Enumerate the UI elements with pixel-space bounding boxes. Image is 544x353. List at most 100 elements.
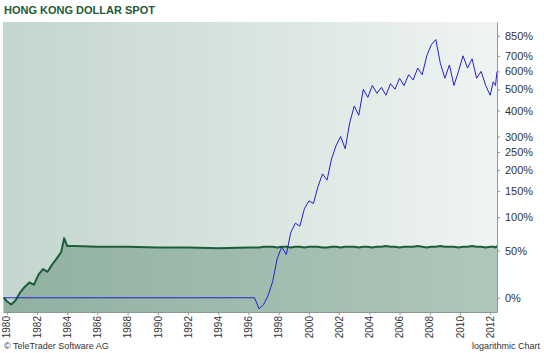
tick-label: 1998 bbox=[273, 316, 284, 339]
tick-mark bbox=[37, 312, 38, 315]
axis-line bbox=[4, 312, 498, 313]
x-axis: 1980 1982 1984 1986 1988 1990 1992 1994 1996 1998… bbox=[1, 312, 497, 338]
tick: 2010 bbox=[455, 312, 466, 338]
tick-label: 2006 bbox=[394, 316, 405, 339]
tick-mark bbox=[158, 312, 159, 315]
tick-label: 1986 bbox=[92, 316, 103, 339]
chart: 0% 50% 100% 150% 200% 250% 300% 400% 500% 600% 700… bbox=[0, 0, 544, 353]
tick-mark bbox=[497, 152, 500, 153]
tick-label: 850% bbox=[505, 30, 533, 42]
tick-label: 50% bbox=[505, 245, 527, 257]
tick: 300% bbox=[497, 131, 533, 143]
tick-label: 1982 bbox=[32, 316, 43, 339]
tick-mark bbox=[400, 312, 401, 315]
annotation: © TeleTrader Software AG bbox=[4, 341, 109, 351]
tick-mark bbox=[497, 191, 500, 192]
tick: 1986 bbox=[92, 312, 103, 338]
tick-mark bbox=[279, 312, 280, 315]
tick-mark bbox=[97, 312, 98, 315]
tick-mark bbox=[309, 312, 310, 315]
tick-mark bbox=[218, 312, 219, 315]
tick-mark bbox=[490, 312, 491, 315]
tick-mark bbox=[497, 111, 500, 112]
plot-area bbox=[4, 40, 497, 312]
tick: 1992 bbox=[183, 312, 194, 338]
tick-mark bbox=[369, 312, 370, 315]
tick-label: 2004 bbox=[364, 316, 375, 339]
line bbox=[4, 238, 497, 304]
tick-mark bbox=[497, 170, 500, 171]
tick-label: 1980 bbox=[1, 316, 12, 339]
tick-mark bbox=[497, 217, 500, 218]
tick-label: 1990 bbox=[153, 316, 164, 339]
tick: 150% bbox=[497, 185, 533, 197]
tick: 2000 bbox=[304, 312, 315, 338]
tick-label: 500% bbox=[505, 83, 533, 95]
tick-label: 1996 bbox=[243, 316, 254, 339]
tick: 2004 bbox=[364, 312, 375, 338]
tick-label: 2008 bbox=[424, 316, 435, 339]
tick: 1994 bbox=[213, 312, 224, 338]
tick-label: 2010 bbox=[455, 316, 466, 339]
area bbox=[4, 238, 497, 312]
tick-mark bbox=[497, 56, 500, 57]
tick-label: 1992 bbox=[183, 316, 194, 339]
line bbox=[4, 40, 497, 309]
tick: 400% bbox=[497, 105, 533, 117]
tick-label: 2002 bbox=[334, 316, 345, 339]
tick: 850% bbox=[497, 30, 533, 42]
tick-mark bbox=[497, 89, 500, 90]
tick-label: 1994 bbox=[213, 316, 224, 339]
tick-label: 150% bbox=[505, 185, 533, 197]
tick-label: 250% bbox=[505, 146, 533, 158]
tick: 250% bbox=[497, 146, 533, 158]
tick-label: 1988 bbox=[122, 316, 133, 339]
tick: 0% bbox=[497, 292, 521, 304]
tick-mark bbox=[497, 36, 500, 37]
tick: 1984 bbox=[62, 312, 73, 338]
tick-mark bbox=[497, 136, 500, 137]
tick-mark bbox=[497, 251, 500, 252]
y-axis: 0% 50% 100% 150% 200% 250% 300% 400% 500% 600% 700… bbox=[497, 23, 533, 313]
tick-label: 2000 bbox=[304, 316, 315, 339]
tick: 1988 bbox=[122, 312, 133, 338]
tick: 50% bbox=[497, 245, 527, 257]
tick-label: 600% bbox=[505, 65, 533, 77]
tick-mark bbox=[67, 312, 68, 315]
tick-mark bbox=[248, 312, 249, 315]
tick: 2012 bbox=[485, 312, 496, 338]
annotation: logarithmic Chart bbox=[472, 341, 541, 351]
tick-mark bbox=[430, 312, 431, 315]
tick: 2008 bbox=[424, 312, 435, 338]
tick: 600% bbox=[497, 65, 533, 77]
tick-label: 400% bbox=[505, 105, 533, 117]
tick: 700% bbox=[497, 50, 533, 62]
tick: 2002 bbox=[334, 312, 345, 338]
tick: 2006 bbox=[394, 312, 405, 338]
tick-label: 700% bbox=[505, 50, 533, 62]
tick: 1998 bbox=[273, 312, 284, 338]
tick: 1982 bbox=[32, 312, 43, 338]
tick-mark bbox=[188, 312, 189, 315]
tick: 500% bbox=[497, 83, 533, 95]
tick-mark bbox=[497, 71, 500, 72]
tick-mark bbox=[7, 312, 8, 315]
tick-label: 0% bbox=[505, 292, 521, 304]
tick: 200% bbox=[497, 164, 533, 176]
tick-mark bbox=[460, 312, 461, 315]
tick: 100% bbox=[497, 211, 533, 223]
tick: 1990 bbox=[153, 312, 164, 338]
tick-mark bbox=[339, 312, 340, 315]
tick-mark bbox=[497, 298, 500, 299]
tick: 1980 bbox=[1, 312, 12, 338]
tick-label: 300% bbox=[505, 131, 533, 143]
plot-background bbox=[3, 22, 497, 312]
tick-label: 2012 bbox=[485, 316, 496, 339]
tick-label: 1984 bbox=[62, 316, 73, 339]
tick-mark bbox=[128, 312, 129, 315]
tick-label: 200% bbox=[505, 164, 533, 176]
axis-line bbox=[497, 23, 498, 313]
tick-label: 100% bbox=[505, 211, 533, 223]
tick: 1996 bbox=[243, 312, 254, 338]
title: HONG KONG DOLLAR SPOT bbox=[4, 4, 155, 16]
